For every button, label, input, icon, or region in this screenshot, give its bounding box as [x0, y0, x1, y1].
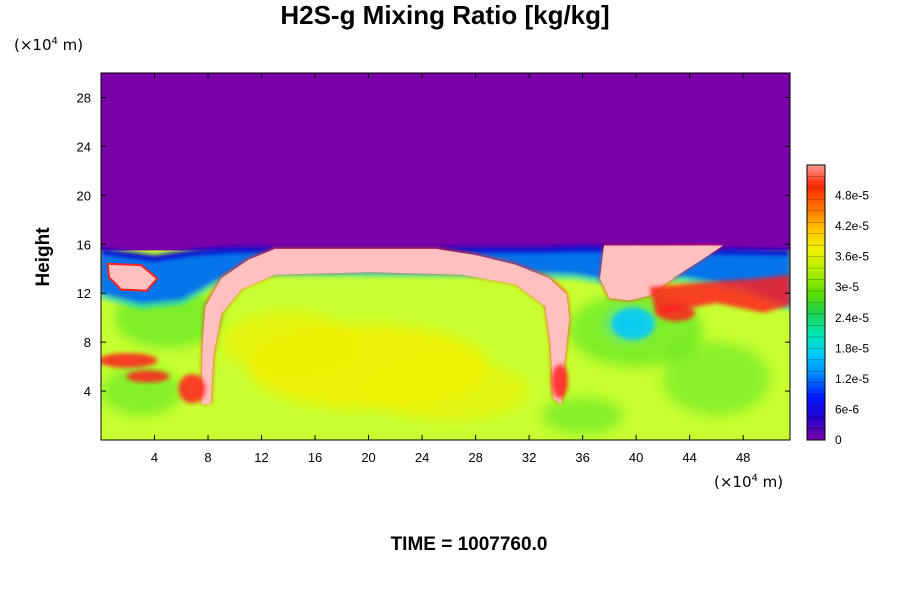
x-tick-label: 40 — [629, 450, 643, 465]
colorbar-tick-label: 0 — [835, 433, 842, 447]
colorbar-tick-label: 3.6e-5 — [835, 250, 869, 264]
left-swirl — [106, 262, 159, 292]
red-filament — [551, 364, 568, 399]
colorbar-tick-label: 4.2e-5 — [835, 219, 869, 233]
swirl-blob — [542, 397, 623, 434]
colorbar: 0 6e-6 1.2e-5 1.8e-5 2.4e-5 3e-5 3.6e-5 4.2e-5 4… — [806, 164, 869, 447]
y-tick-label: 8 — [84, 335, 91, 350]
y-units-exponent: 4 — [52, 36, 58, 47]
x-tick-label: 48 — [736, 450, 750, 465]
core-blob — [221, 311, 356, 373]
plot-frame — [100, 72, 791, 441]
y-units-base: (×10 — [14, 36, 52, 54]
x-tick-label: 36 — [575, 450, 589, 465]
y-tick-label: 28 — [77, 90, 91, 105]
y-units-label: (×104 m) — [14, 36, 83, 54]
colorbar-tick-label: 1.8e-5 — [835, 341, 869, 355]
x-tick-label: 4 — [151, 450, 158, 465]
y-axis-label: Height — [33, 227, 54, 287]
x-units-exponent: 4 — [752, 473, 758, 484]
x-units-tail: m) — [758, 473, 783, 491]
x-tick-label: 16 — [308, 450, 322, 465]
red-filament — [126, 370, 170, 383]
x-tick-label: 20 — [361, 450, 375, 465]
x-units-label: (×104 m) — [714, 473, 783, 491]
red-filament — [657, 304, 696, 322]
x-tick-label: 8 — [204, 450, 211, 465]
colorbar-tick-label: 3e-5 — [835, 280, 859, 294]
x-tick-label: 12 — [254, 450, 268, 465]
y-axis: 4 8 12 16 20 24 28 — [77, 90, 790, 399]
x-tick-label: 24 — [415, 450, 429, 465]
x-units-base: (×10 — [714, 473, 752, 491]
plot-area — [101, 73, 790, 440]
y-tick-label: 16 — [77, 237, 91, 252]
x-tick-label: 32 — [522, 450, 536, 465]
plume-structures — [101, 245, 790, 405]
colorbar-tick-label: 1.2e-5 — [835, 372, 869, 386]
colorbar-scale — [806, 164, 826, 441]
right-plume — [600, 245, 724, 301]
y-units-tail: m) — [58, 36, 83, 54]
colorbar-tick-label: 4.8e-5 — [835, 189, 869, 203]
y-tick-label: 24 — [77, 139, 91, 154]
y-tick-label: 4 — [84, 384, 91, 399]
y-tick-label: 20 — [77, 188, 91, 203]
x-tick-label: 44 — [682, 450, 696, 465]
colorbar-tick-label: 6e-6 — [835, 402, 859, 416]
swirl-blob — [662, 342, 770, 416]
chart-title: H2S-g Mixing Ratio [kg/kg] — [280, 0, 609, 30]
x-tick-label: 28 — [468, 450, 482, 465]
colorbar-tick-label: 2.4e-5 — [835, 311, 869, 325]
red-filament — [101, 353, 158, 368]
cyan-pocket — [612, 307, 655, 340]
red-filament — [178, 373, 206, 404]
x-axis: 4 8 12 16 20 24 28 32 36 40 44 48 — [151, 73, 750, 465]
time-footer: TIME = 1007760.0 — [391, 534, 548, 555]
core-blob — [368, 360, 530, 422]
y-tick-label: 12 — [77, 286, 91, 301]
